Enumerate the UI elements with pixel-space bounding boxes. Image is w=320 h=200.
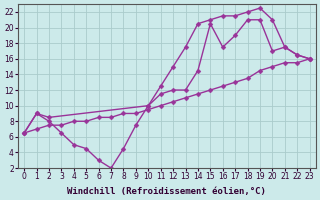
X-axis label: Windchill (Refroidissement éolien,°C): Windchill (Refroidissement éolien,°C): [68, 187, 266, 196]
